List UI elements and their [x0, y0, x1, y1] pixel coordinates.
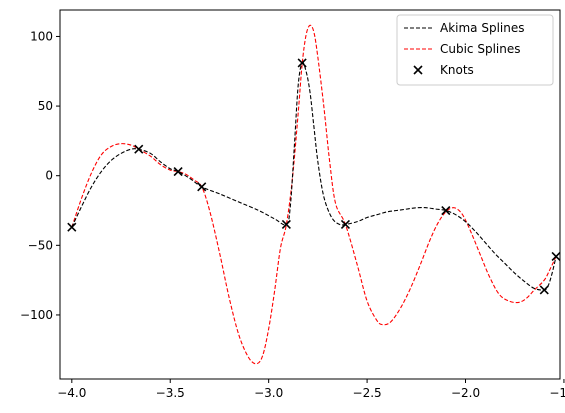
knot-marker — [340, 219, 350, 230]
x-tick-label: −4.0 — [57, 386, 86, 400]
knot-marker — [197, 182, 207, 192]
x-axis-ticks: −4.0 −3.5 −3.0 −2.5 −2.0 −1.5 — [57, 379, 565, 400]
y-tick-label: 50 — [38, 99, 53, 113]
plot-frame — [59, 9, 561, 380]
x-tick-label: −3.5 — [156, 386, 185, 400]
x-tick-label: −2.0 — [451, 386, 480, 400]
knot-markers — [67, 58, 561, 295]
y-tick-label: −100 — [20, 308, 53, 322]
knot-marker — [67, 222, 77, 232]
legend-marker-knots — [413, 65, 423, 75]
legend-item-cubic-splines: Cubic Splines — [404, 42, 521, 56]
x-tick-label: −1.5 — [549, 386, 565, 400]
legend: Akima Splines Cubic Splines Knots — [396, 14, 554, 86]
y-tick-label: −50 — [28, 238, 53, 252]
legend-item-akima-splines: Akima Splines — [404, 21, 525, 35]
y-axis-ticks: −100 −50 0 50 100 — [20, 29, 60, 322]
knot-marker — [281, 219, 291, 230]
knot-marker — [173, 166, 183, 177]
x-tick-label: −3.0 — [254, 386, 283, 400]
y-tick-label: 100 — [30, 29, 53, 43]
series-lines — [71, 24, 557, 365]
legend-box — [396, 14, 554, 86]
x-tick-label: −2.5 — [353, 386, 382, 400]
legend-item-knots: Knots — [413, 63, 474, 77]
knot-marker — [539, 285, 549, 295]
legend-label-cubic-splines: Cubic Splines — [440, 42, 521, 56]
knot-marker — [441, 205, 451, 216]
legend-label-knots: Knots — [440, 63, 474, 77]
y-tick-label: 0 — [45, 169, 53, 183]
legend-label-akima-splines: Akima Splines — [440, 21, 525, 35]
knot-marker — [134, 144, 144, 154]
cubic-splines-line — [71, 24, 557, 365]
knot-marker — [297, 58, 307, 68]
knot-marker — [551, 251, 561, 262]
akima-splines-line — [71, 61, 557, 291]
